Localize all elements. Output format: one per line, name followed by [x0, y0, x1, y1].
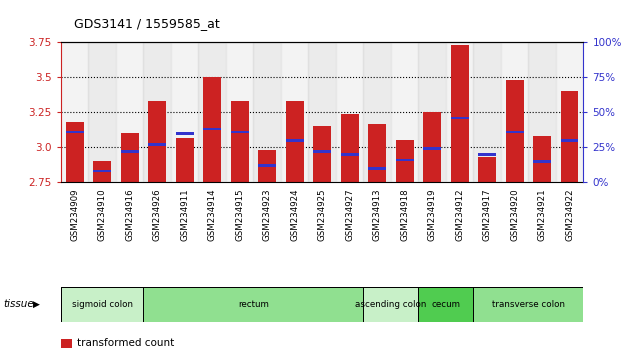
- Text: GSM234919: GSM234919: [428, 189, 437, 241]
- Text: transformed count: transformed count: [77, 338, 174, 348]
- Bar: [61, 42, 88, 182]
- Bar: [451, 45, 469, 182]
- Bar: [116, 42, 144, 182]
- Bar: [501, 42, 528, 182]
- Text: GSM234914: GSM234914: [208, 189, 217, 241]
- Bar: [423, 113, 441, 182]
- Bar: [363, 287, 419, 322]
- Bar: [93, 161, 111, 182]
- Bar: [144, 42, 171, 182]
- Bar: [231, 101, 249, 182]
- Bar: [473, 287, 583, 322]
- Text: GSM234916: GSM234916: [125, 189, 134, 241]
- Text: GSM234909: GSM234909: [70, 189, 79, 241]
- Text: GSM234913: GSM234913: [372, 189, 381, 241]
- Text: GDS3141 / 1559585_at: GDS3141 / 1559585_at: [74, 17, 219, 30]
- Bar: [533, 160, 551, 162]
- Bar: [391, 42, 419, 182]
- Bar: [171, 42, 198, 182]
- Bar: [395, 159, 413, 161]
- Bar: [258, 164, 276, 167]
- Bar: [556, 42, 583, 182]
- Bar: [368, 124, 386, 182]
- Bar: [88, 42, 116, 182]
- Bar: [176, 132, 194, 135]
- Bar: [93, 170, 111, 172]
- Bar: [423, 148, 441, 150]
- Text: ascending colon: ascending colon: [355, 300, 426, 309]
- Bar: [176, 138, 194, 182]
- Bar: [506, 80, 524, 182]
- Bar: [478, 153, 496, 156]
- Bar: [561, 91, 578, 182]
- Text: GSM234926: GSM234926: [153, 189, 162, 241]
- Text: GSM234910: GSM234910: [97, 189, 106, 241]
- Bar: [281, 42, 308, 182]
- Text: ▶: ▶: [33, 300, 40, 309]
- Text: GSM234912: GSM234912: [455, 189, 464, 241]
- Bar: [258, 150, 276, 182]
- Text: rectum: rectum: [238, 300, 269, 309]
- Text: transverse colon: transverse colon: [492, 300, 565, 309]
- Bar: [340, 153, 358, 156]
- Text: GSM234927: GSM234927: [345, 189, 354, 241]
- Bar: [473, 42, 501, 182]
- Bar: [313, 126, 331, 182]
- Bar: [533, 136, 551, 182]
- Bar: [203, 78, 221, 182]
- Bar: [340, 114, 358, 182]
- Text: sigmoid colon: sigmoid colon: [72, 300, 133, 309]
- Bar: [198, 42, 226, 182]
- Text: GSM234923: GSM234923: [263, 189, 272, 241]
- Bar: [144, 287, 363, 322]
- Bar: [506, 131, 524, 133]
- Bar: [61, 287, 144, 322]
- Bar: [308, 42, 336, 182]
- Bar: [478, 157, 496, 182]
- Text: GSM234918: GSM234918: [400, 189, 409, 241]
- Text: GSM234924: GSM234924: [290, 189, 299, 241]
- Text: GSM234921: GSM234921: [538, 189, 547, 241]
- Bar: [148, 143, 166, 146]
- Text: tissue: tissue: [3, 299, 34, 309]
- Bar: [66, 122, 83, 182]
- Text: GSM234925: GSM234925: [317, 189, 327, 241]
- Bar: [121, 133, 138, 182]
- Bar: [561, 139, 578, 142]
- Bar: [253, 42, 281, 182]
- Bar: [203, 128, 221, 130]
- Text: GSM234920: GSM234920: [510, 189, 519, 241]
- Text: GSM234911: GSM234911: [180, 189, 189, 241]
- Bar: [528, 42, 556, 182]
- Bar: [148, 101, 166, 182]
- Bar: [395, 141, 413, 182]
- Bar: [286, 101, 304, 182]
- Bar: [336, 42, 363, 182]
- Bar: [66, 131, 83, 133]
- Bar: [286, 139, 304, 142]
- Bar: [121, 150, 138, 153]
- Text: GSM234922: GSM234922: [565, 189, 574, 241]
- Bar: [226, 42, 253, 182]
- Bar: [313, 150, 331, 153]
- Text: GSM234917: GSM234917: [483, 189, 492, 241]
- Text: GSM234915: GSM234915: [235, 189, 244, 241]
- Bar: [368, 167, 386, 170]
- Bar: [419, 42, 446, 182]
- Bar: [451, 117, 469, 119]
- Bar: [419, 287, 473, 322]
- Bar: [363, 42, 391, 182]
- Bar: [231, 131, 249, 133]
- Text: cecum: cecum: [431, 300, 460, 309]
- Bar: [446, 42, 473, 182]
